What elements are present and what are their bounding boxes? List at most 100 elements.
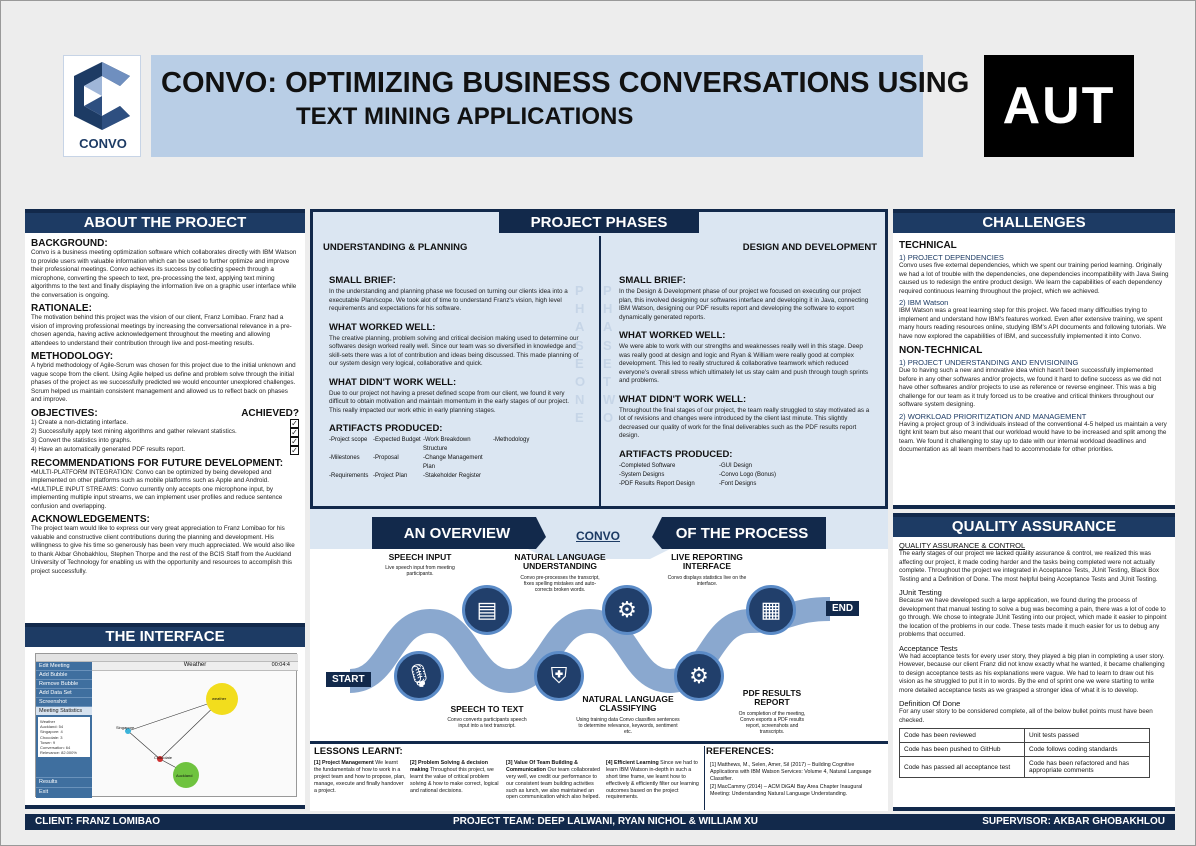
- stat-line: Weather: [40, 719, 56, 724]
- poster-title-line2: TEXT MINING APPLICATIONS: [296, 103, 634, 130]
- artifact-item: -Methodology: [493, 437, 530, 443]
- step-desc: On completion of the meeting, Convo expo…: [738, 711, 806, 735]
- worked-heading: WHAT WORKED WELL:: [329, 321, 436, 333]
- lesson-text: We learnt the fundamentals of how to wor…: [314, 760, 406, 794]
- objective-text: 2) Successfully apply text mining algori…: [31, 427, 237, 435]
- references-title: REFERENCES:: [706, 746, 775, 757]
- lesson-text: Throughout this project, we learnt the v…: [410, 766, 499, 794]
- challenges-title: CHALLENGES: [893, 213, 1175, 233]
- lessons-panel: LESSONS LEARNT: REFERENCES: [1] Project …: [310, 741, 888, 811]
- menu-remove-bubble[interactable]: Remove Bubble: [36, 680, 92, 689]
- stat-line: Tower: 9: [40, 739, 56, 745]
- brief-heading: SMALL BRIEF:: [619, 275, 686, 286]
- checkbox-icon: ✓: [290, 427, 299, 437]
- artifact-item: -Font Designs: [719, 480, 757, 487]
- overview-title-right: OF THE PROCESS: [675, 525, 809, 542]
- artifact-item: [493, 454, 543, 472]
- bubble-graph: [125, 683, 238, 788]
- methodology-text: A hybrid methodology of Agile-Scrum was …: [31, 362, 296, 403]
- phase-two-watermark: PHASE TWO: [603, 283, 616, 426]
- acceptance-heading: Acceptance Tests: [899, 643, 958, 653]
- step-nlc: NATURAL LANGUAGE CLASSIFYING: [582, 694, 674, 714]
- phase-divider: [599, 236, 601, 506]
- bubble-auckland[interactable]: [173, 762, 199, 788]
- microphone-icon: 🎙: [394, 651, 444, 701]
- menu-add-bubble[interactable]: Add Bubble: [36, 671, 92, 680]
- end-label: END: [826, 601, 860, 616]
- step-desc: Live speech input from meeting participa…: [385, 565, 455, 577]
- pdf-report-icon: ▦: [746, 585, 796, 635]
- convo-c-logo-icon: [74, 62, 130, 130]
- objectives-heading: OBJECTIVES:: [31, 407, 98, 419]
- table-cell: Code has been reviewed: [899, 728, 1025, 743]
- app-topic-header: Weather 00:04:4: [92, 662, 298, 671]
- stats-box: Weather Auckland: 54 Singapore: 4 Chocol…: [38, 717, 90, 758]
- artifact-item: -Requirements: [329, 473, 369, 479]
- menu-exit[interactable]: Exit: [36, 787, 92, 796]
- team-credit: PROJECT TEAM: DEEP LALWANI, RYAN NICHOL …: [453, 816, 759, 827]
- objective-item: 4) Have an automatically generated PDF r…: [31, 445, 299, 455]
- document-icon: ▤: [462, 585, 512, 635]
- artifact-item: -Change Management Plan: [423, 455, 483, 470]
- didnt-heading: WHAT DIDN'T WORK WELL:: [619, 393, 747, 405]
- brief-heading: SMALL BRIEF:: [329, 275, 396, 286]
- step-speech-input: SPEECH INPUT: [388, 552, 452, 562]
- brain-chip-icon: ⚙: [602, 585, 652, 635]
- app-sidebar: Edit Meeting Add Bubble Remove Bubble Ad…: [36, 662, 92, 798]
- start-label: START: [326, 672, 371, 687]
- menu-meeting-statistics[interactable]: Meeting Statistics: [36, 707, 92, 715]
- phase-one-name: UNDERSTANDING & PLANNING: [323, 242, 468, 253]
- checkbox-icon: ✓: [290, 436, 299, 446]
- overview-title-left: AN OVERVIEW: [403, 525, 511, 542]
- artifact-item: -Work Breakdown Structure: [423, 437, 471, 452]
- menu-screenshot[interactable]: Screenshot: [36, 698, 92, 707]
- bubble-label: weather: [212, 696, 227, 701]
- checkbox-icon: ✓: [290, 418, 299, 428]
- lesson-item: [3] Value Of Team Building & Communicati…: [506, 760, 602, 801]
- acknowledgements-heading: ACKNOWLEDGEMENTS:: [31, 514, 150, 525]
- table-cell: Unit tests passed: [1024, 728, 1150, 743]
- qa-control-text: The early stages of our project we lacke…: [899, 550, 1160, 583]
- menu-edit-meeting[interactable]: Edit Meeting: [36, 662, 92, 671]
- stat-line: Auckland: 54: [40, 724, 64, 730]
- artifact-item: -Completed Software: [619, 462, 676, 469]
- lesson-item: [4] Efficient Learning Since we had to l…: [606, 760, 700, 801]
- bubble-chocolate[interactable]: [157, 756, 163, 762]
- step-speech-to-text: SPEECH TO TEXT: [450, 704, 524, 714]
- background-heading: BACKGROUND:: [31, 238, 108, 249]
- artifact-item: -Expected Budget: [373, 437, 421, 443]
- acceptance-text: We had acceptance tests for every user s…: [899, 652, 1165, 694]
- process-banner: [310, 509, 888, 694]
- bubble-singapore[interactable]: [125, 728, 131, 734]
- phase-one: UNDERSTANDING & PLANNING PHASE ONE SMALL…: [313, 242, 597, 507]
- interface-panel: THE INTERFACE Edit Meeting Add Bubble Re…: [25, 627, 305, 809]
- brand-name: CONVO:: [161, 67, 277, 99]
- bubble-weather[interactable]: [206, 683, 238, 715]
- challenge-heading: 1) PROJECT DEPENDENCIES: [899, 253, 1004, 262]
- didnt-text: Due to our project not having a preset d…: [329, 389, 569, 414]
- table-cell: Code has passed all acceptance test: [899, 756, 1025, 778]
- checkbox-icon: ✓: [290, 445, 299, 455]
- phase-one-watermark: PHASE ONE: [575, 283, 586, 426]
- title-banner: CONVO: OPTIMIZING BUSINESS CONVERSATIONS…: [151, 55, 969, 157]
- brief-text: In the understanding and planning phase …: [329, 288, 568, 312]
- artifact-item: -System Designs: [619, 471, 665, 478]
- menu-results[interactable]: Results: [36, 777, 92, 786]
- junit-text: Because we have developed such a large a…: [899, 597, 1167, 638]
- objective-text: 4) Have an automatically generated PDF r…: [31, 445, 185, 453]
- table-cell: Code has been pushed to GitHub: [899, 742, 1025, 757]
- recommendation-1: •MULTI-PLATFORM INTEGRATION: Convo can b…: [31, 468, 272, 485]
- achieved-heading: ACHIEVED?: [241, 407, 299, 419]
- qa-control-heading: QUALITY ASSURANCE & CONTROL: [899, 541, 1026, 550]
- objective-text: 3) Convert the statistics into graphs.: [31, 436, 132, 444]
- settings-window-icon: ⚙: [674, 651, 724, 701]
- supervisor-credit: SUPERVISOR: AKBAR GHOBAKHLOU: [982, 816, 1165, 827]
- convo-mini-logo: CONVO: [576, 529, 621, 543]
- artifacts-list: -Project scope -Expected Budget -Work Br…: [329, 436, 581, 481]
- lesson-text: Our team collaborated very well, we cred…: [506, 766, 600, 801]
- reference-item: [1] Matthews, M., Selen, Amer, Sil (2017…: [710, 762, 872, 782]
- challenge-text: Convo uses five external dependencies, w…: [899, 262, 1169, 295]
- menu-add-data-set[interactable]: Add Data Set: [36, 689, 92, 698]
- brief-text: In the Design & Development phase of our…: [619, 288, 869, 321]
- objective-item: 1) Create a non-dictating interface. ✓: [31, 418, 299, 428]
